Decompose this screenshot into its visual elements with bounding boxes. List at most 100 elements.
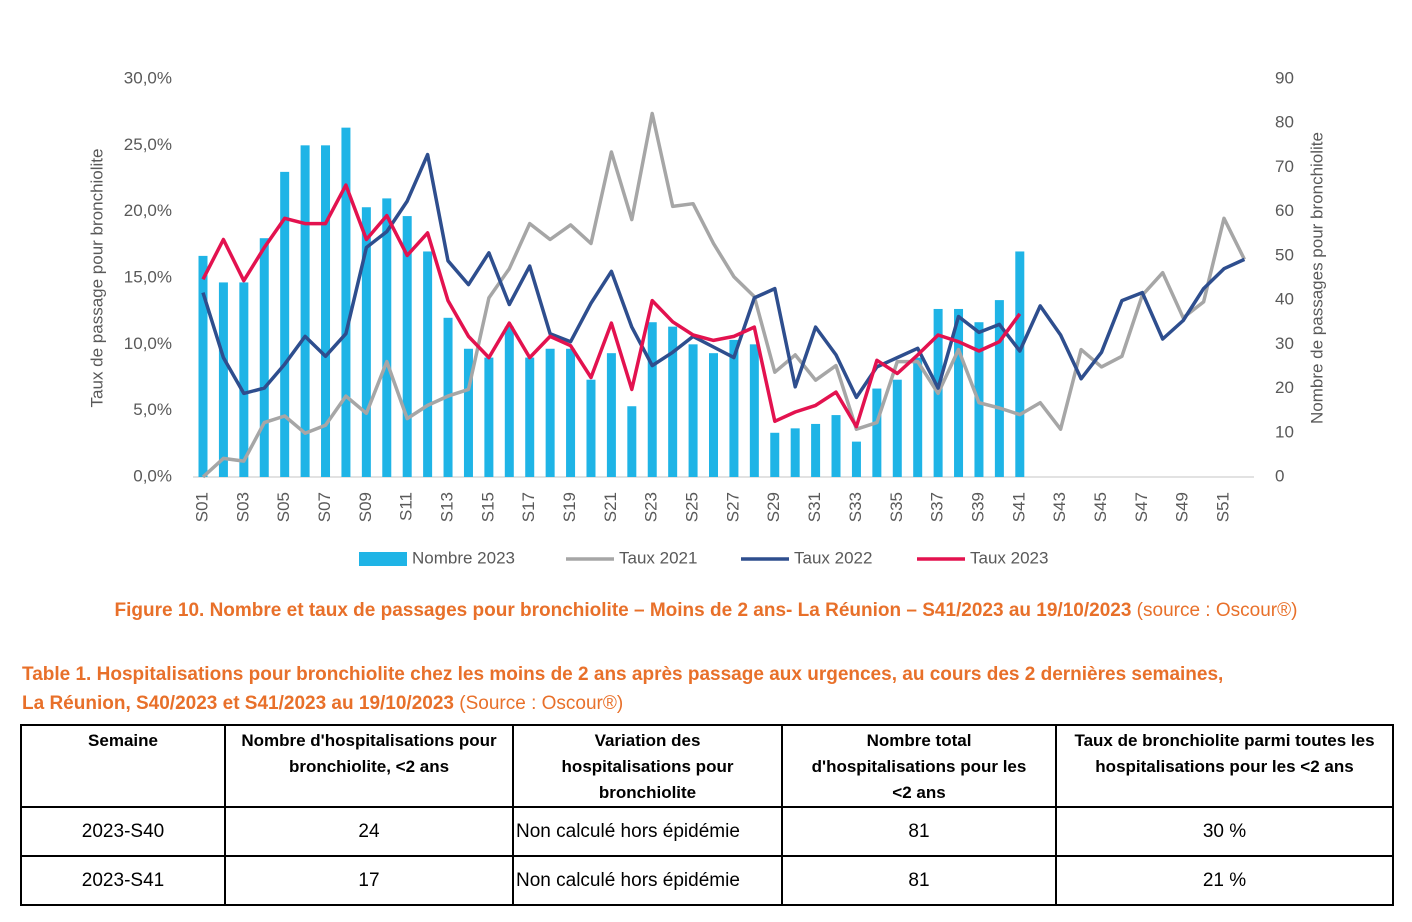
row: 2023-S40 24 Non calculé hors épidémie 81… [20, 806, 1394, 857]
bar [545, 348, 555, 477]
x-tick-label: S49 [1173, 492, 1192, 522]
line [201, 152, 1246, 400]
bar [831, 415, 841, 477]
row: 2023-S41 17 Non calculé hors épidémie 81… [20, 855, 1394, 906]
legend-label: Taux 2023 [970, 548, 1048, 567]
bar [770, 432, 780, 477]
x-tick-label: S15 [478, 492, 497, 522]
header-cell: Taux de bronchiolite parmi toutes les ho… [1055, 724, 1394, 808]
bar [300, 145, 310, 478]
line [201, 183, 1022, 429]
bar [954, 308, 964, 477]
bar [198, 255, 208, 477]
bar [729, 339, 739, 477]
x-tick-label: S27 [723, 492, 742, 522]
cell: Non calculé hors épidémie [512, 806, 783, 857]
y2-tick-label: 0 [1275, 466, 1284, 485]
bar [361, 207, 371, 477]
header-cell: Variation des hospitalisations pour bron… [512, 724, 783, 808]
bar [913, 357, 923, 477]
data-table: Semaine Nombre d'hospitalisations pour b… [20, 724, 1394, 906]
bar [402, 216, 412, 478]
bar [709, 353, 718, 477]
bar [1015, 251, 1025, 477]
y-tick-label: 25,0% [124, 135, 172, 154]
chart: Taux de passage pour bronchiolite Nombre… [87, 68, 1326, 567]
y-tick-label: 5,0% [133, 400, 172, 419]
y-axis-title: Taux de passage pour bronchiolite [87, 149, 106, 408]
bar [790, 428, 800, 477]
x-tick-label: S39 [968, 492, 987, 522]
y2-tick-label: 10 [1275, 422, 1294, 441]
legend-label: Taux 2022 [794, 548, 872, 567]
caption-source: (source : Oscour®) [1136, 600, 1298, 621]
y2-tick-label: 20 [1275, 378, 1294, 397]
header-cell: Nombre d'hospitalisations pour bronchiol… [224, 724, 514, 808]
x-tick-label: S23 [642, 492, 661, 522]
bar [504, 326, 514, 477]
cell: 2023-S40 [20, 806, 226, 857]
bar [586, 379, 596, 477]
y-tick-label: 10,0% [124, 334, 172, 353]
figure-caption: Figure 10. Nombre et taux de passages po… [0, 600, 1412, 622]
x-tick-label: S37 [928, 492, 947, 522]
table-source: (Source : Oscour®) [459, 693, 624, 714]
x-tick-label: S09 [356, 492, 375, 522]
x-tick-label: S35 [887, 492, 906, 522]
y2-tick-label: 30 [1275, 334, 1294, 353]
y-tick-label: 15,0% [124, 267, 172, 286]
legend-swatch [359, 552, 407, 566]
y2-axis-title: Nombre de passages pour bronchiolite [1307, 132, 1326, 424]
cell: 81 [781, 806, 1057, 857]
bar [321, 145, 331, 478]
cell: 17 [224, 855, 514, 906]
cell: 30 % [1055, 806, 1394, 857]
bar [647, 322, 657, 477]
y-tick-label: 20,0% [124, 201, 172, 220]
x-tick-label: S31 [805, 492, 824, 522]
x-tick-label: S47 [1132, 492, 1151, 522]
table-title-line: La Réunion, S40/2023 et S41/2023 au 19/1… [22, 693, 454, 714]
cell: 2023-S41 [20, 855, 226, 906]
bar [525, 357, 535, 477]
table-title: Table 1. Hospitalisations pour bronchiol… [22, 660, 1223, 718]
bar [218, 282, 228, 477]
x-tick-label: S05 [274, 492, 293, 522]
bar [423, 251, 433, 477]
x-tick-label: S17 [519, 492, 538, 522]
x-tick-label: S25 [683, 492, 702, 522]
line [201, 111, 1246, 479]
y2-tick-label: 90 [1275, 68, 1294, 87]
y2-tick-label: 80 [1275, 113, 1294, 132]
header-cell: Nombre total d'hospitalisations pour les… [781, 724, 1057, 808]
y2-tick-label: 40 [1275, 290, 1294, 309]
x-tick-label: S13 [438, 492, 457, 522]
bar [463, 348, 473, 477]
x-tick-label: S11 [397, 492, 416, 521]
x-tick-label: S21 [601, 492, 620, 522]
bar [484, 357, 494, 477]
x-tick-label: S29 [764, 492, 783, 522]
bar [994, 300, 1004, 477]
bar [749, 344, 759, 477]
x-tick-label: S33 [846, 492, 865, 522]
header-cell: Semaine [20, 724, 226, 808]
table-title-line: Table 1. Hospitalisations pour bronchiol… [22, 664, 1224, 685]
cell: 81 [781, 855, 1057, 906]
x-tick-label: S07 [315, 492, 334, 522]
x-tick-label: S01 [192, 492, 211, 522]
y-tick-label: 0,0% [133, 466, 172, 485]
bar [341, 127, 351, 478]
cell: 21 % [1055, 855, 1394, 906]
x-tick-label: S19 [560, 492, 579, 522]
bar [239, 282, 249, 477]
bar [892, 379, 902, 477]
bar [851, 441, 861, 477]
bar [259, 238, 269, 477]
bar [566, 348, 576, 477]
bar [811, 423, 821, 477]
y2-tick-label: 50 [1275, 245, 1294, 264]
legend-label: Taux 2021 [619, 548, 697, 567]
x-tick-label: S45 [1091, 492, 1110, 522]
